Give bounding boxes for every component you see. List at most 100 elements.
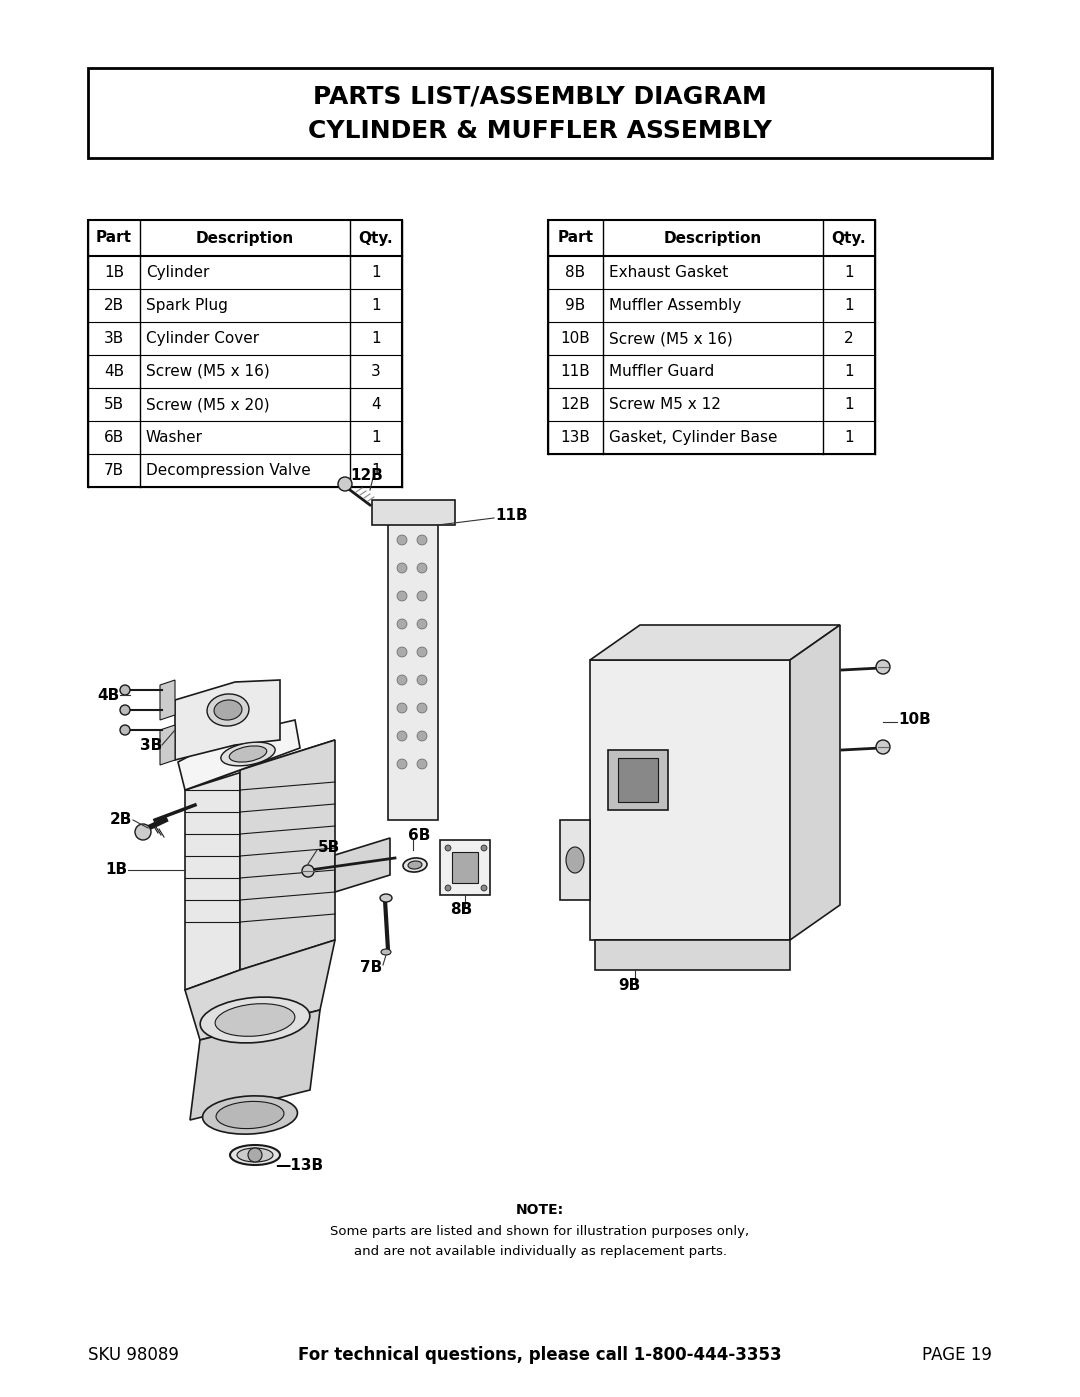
Text: 5B: 5B — [318, 841, 340, 855]
Text: Description: Description — [664, 231, 762, 246]
Polygon shape — [590, 624, 840, 659]
Circle shape — [397, 731, 407, 740]
Text: 1B: 1B — [104, 265, 124, 279]
Text: 2: 2 — [845, 331, 854, 346]
Text: 13B: 13B — [561, 430, 591, 446]
Text: 7B: 7B — [104, 462, 124, 478]
Text: 3B: 3B — [104, 331, 124, 346]
Text: 9B: 9B — [618, 978, 640, 992]
Text: Screw (M5 x 16): Screw (M5 x 16) — [609, 331, 732, 346]
Text: 3B: 3B — [140, 738, 162, 753]
Ellipse shape — [237, 1148, 273, 1162]
Ellipse shape — [220, 742, 275, 766]
Ellipse shape — [403, 858, 427, 872]
Circle shape — [397, 703, 407, 712]
Text: 4: 4 — [372, 397, 381, 412]
Circle shape — [338, 476, 352, 490]
Ellipse shape — [380, 894, 392, 902]
Polygon shape — [561, 820, 590, 900]
Ellipse shape — [408, 861, 422, 869]
Circle shape — [397, 647, 407, 657]
Text: Qty.: Qty. — [359, 231, 393, 246]
Ellipse shape — [381, 949, 391, 956]
Text: —13B: —13B — [275, 1158, 323, 1172]
Circle shape — [397, 759, 407, 768]
Polygon shape — [595, 940, 789, 970]
Text: 1: 1 — [372, 430, 381, 446]
Text: 5B: 5B — [104, 397, 124, 412]
Ellipse shape — [216, 1101, 284, 1129]
Circle shape — [445, 845, 451, 851]
Text: 1: 1 — [845, 397, 854, 412]
Text: 8B: 8B — [566, 265, 585, 279]
Ellipse shape — [566, 847, 584, 873]
Polygon shape — [185, 740, 335, 789]
Circle shape — [417, 675, 427, 685]
Text: 1B: 1B — [105, 862, 127, 877]
Text: 11B: 11B — [561, 365, 591, 379]
Text: CYLINDER & MUFFLER ASSEMBLY: CYLINDER & MUFFLER ASSEMBLY — [308, 119, 772, 142]
Circle shape — [397, 619, 407, 629]
Text: 7B: 7B — [360, 961, 382, 975]
Circle shape — [417, 647, 427, 657]
Circle shape — [397, 591, 407, 601]
Text: 3: 3 — [372, 365, 381, 379]
Circle shape — [417, 563, 427, 573]
Polygon shape — [190, 1010, 320, 1120]
Polygon shape — [240, 740, 335, 970]
Text: 12B: 12B — [350, 468, 383, 482]
Polygon shape — [789, 624, 840, 940]
Polygon shape — [590, 659, 789, 940]
Circle shape — [481, 886, 487, 891]
Text: 6B: 6B — [408, 828, 430, 844]
Text: 2B: 2B — [104, 298, 124, 313]
Text: Decompression Valve: Decompression Valve — [146, 462, 311, 478]
Polygon shape — [175, 680, 280, 760]
Text: PARTS LIST/ASSEMBLY DIAGRAM: PARTS LIST/ASSEMBLY DIAGRAM — [313, 85, 767, 109]
Text: Exhaust Gasket: Exhaust Gasket — [609, 265, 728, 279]
Text: Cylinder Cover: Cylinder Cover — [146, 331, 259, 346]
Text: Washer: Washer — [146, 430, 203, 446]
Circle shape — [481, 845, 487, 851]
Circle shape — [397, 675, 407, 685]
Circle shape — [135, 824, 151, 840]
Circle shape — [302, 865, 314, 877]
Polygon shape — [372, 500, 455, 525]
Text: NOTE:: NOTE: — [516, 1203, 564, 1217]
Text: and are not available individually as replacement parts.: and are not available individually as re… — [353, 1246, 727, 1259]
Text: Gasket, Cylinder Base: Gasket, Cylinder Base — [609, 430, 778, 446]
Circle shape — [876, 740, 890, 754]
Polygon shape — [178, 719, 300, 789]
Bar — [87, 219, 402, 488]
Circle shape — [397, 535, 407, 545]
Polygon shape — [185, 940, 335, 1039]
Text: 1: 1 — [372, 298, 381, 313]
Circle shape — [120, 685, 130, 694]
Text: 12B: 12B — [561, 397, 591, 412]
Circle shape — [417, 731, 427, 740]
Ellipse shape — [229, 746, 267, 763]
Text: Muffler Assembly: Muffler Assembly — [609, 298, 741, 313]
Text: For technical questions, please call 1-800-444-3353: For technical questions, please call 1-8… — [298, 1345, 782, 1363]
Text: Screw (M5 x 16): Screw (M5 x 16) — [146, 365, 270, 379]
Text: Part: Part — [96, 231, 132, 246]
Text: 8B: 8B — [450, 902, 472, 918]
Circle shape — [445, 886, 451, 891]
Text: Spark Plug: Spark Plug — [146, 298, 228, 313]
Ellipse shape — [207, 694, 249, 726]
Text: PAGE 19: PAGE 19 — [922, 1345, 993, 1363]
Text: 1: 1 — [372, 462, 381, 478]
Text: 1: 1 — [372, 265, 381, 279]
Ellipse shape — [214, 700, 242, 719]
Ellipse shape — [203, 1095, 297, 1134]
Circle shape — [417, 591, 427, 601]
Text: Part: Part — [557, 231, 594, 246]
Text: Qty.: Qty. — [832, 231, 866, 246]
Text: 1: 1 — [372, 331, 381, 346]
Circle shape — [397, 563, 407, 573]
Text: 9B: 9B — [565, 298, 585, 313]
Circle shape — [120, 725, 130, 735]
Polygon shape — [440, 840, 490, 895]
Polygon shape — [618, 759, 658, 802]
Polygon shape — [388, 520, 438, 820]
